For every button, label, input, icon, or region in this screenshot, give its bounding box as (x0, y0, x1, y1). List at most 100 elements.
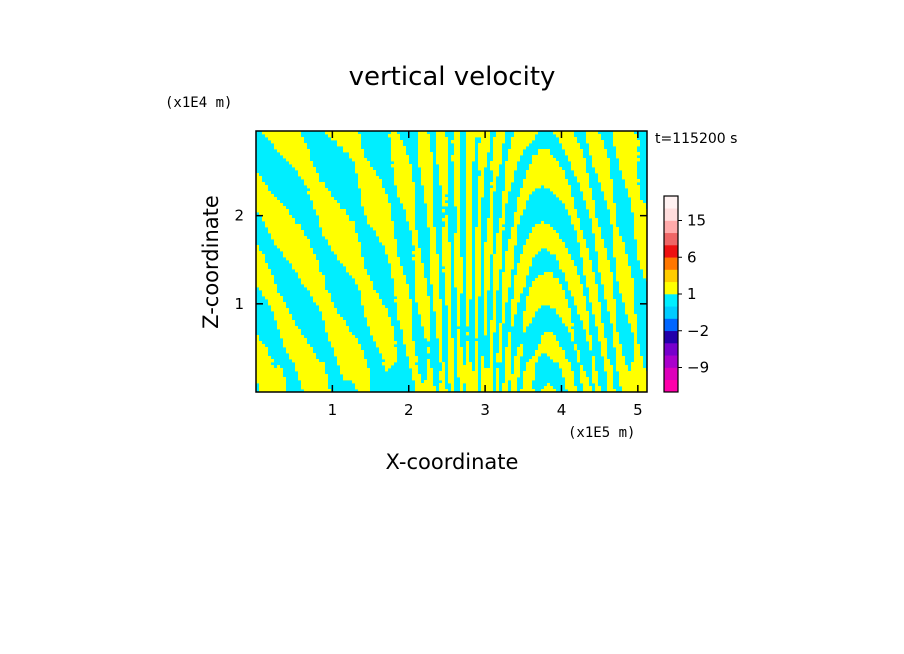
colorbar-segment (664, 330, 678, 344)
field-cell-positive (445, 272, 451, 276)
field-cell-positive (577, 179, 589, 183)
field-cell-positive (499, 347, 502, 351)
field-cell-positive (589, 293, 598, 297)
field-cell-positive (577, 353, 580, 357)
field-cell-positive (634, 218, 647, 222)
field-cell-positive (517, 347, 523, 351)
field-cell-positive (466, 245, 472, 249)
field-cell-positive (640, 260, 647, 264)
field-cell-positive (511, 323, 514, 327)
field-cell-positive (583, 194, 592, 198)
field-cell-positive (625, 179, 640, 183)
field-cell-positive (262, 215, 292, 219)
field-cell-positive (583, 383, 589, 387)
field-cell-positive (430, 239, 436, 243)
field-cell-positive (490, 338, 493, 342)
field-cell-positive (466, 293, 472, 297)
field-cell-positive (568, 329, 574, 333)
field-cell-positive (577, 305, 586, 309)
field-cell-positive (484, 296, 487, 300)
field-cell-positive (574, 299, 586, 303)
field-cell-positive (502, 215, 505, 219)
field-cell-positive (616, 362, 625, 366)
field-cell-positive (352, 158, 367, 162)
field-cell-positive (406, 212, 415, 216)
field-cell-positive (568, 155, 583, 159)
field-cell-positive (436, 317, 442, 321)
field-cell-positive (481, 389, 493, 392)
field-cell-positive (355, 281, 373, 285)
field-cell-positive (415, 383, 433, 387)
field-cell-positive (490, 332, 493, 336)
field-cell-positive (637, 257, 647, 261)
field-cell-positive (514, 131, 538, 135)
field-cell-positive (427, 221, 433, 225)
field-cell-positive (361, 293, 379, 297)
field-cell-positive (343, 377, 370, 381)
field-cell-positive (616, 350, 622, 354)
field-cell-positive (619, 164, 637, 168)
colorbar-segment (664, 294, 678, 307)
field-cell-positive (550, 305, 568, 309)
field-cell-positive (607, 203, 616, 207)
field-cell-positive (445, 284, 451, 288)
field-cell-positive (484, 260, 490, 264)
field-cell-positive (475, 314, 478, 318)
field-cell-positive (523, 179, 568, 183)
field-cell-positive (364, 305, 385, 309)
field-cell-positive (559, 362, 571, 366)
field-cell-positive (466, 176, 472, 180)
field-cell-positive (613, 242, 625, 246)
field-cell-positive (595, 167, 610, 171)
field-cell-positive (256, 263, 268, 267)
field-cell-positive (439, 176, 448, 180)
field-cell-positive (535, 350, 565, 354)
field-cell-positive (565, 380, 574, 384)
field-cell-positive (448, 347, 454, 351)
field-cell-positive (322, 317, 343, 321)
field-cell-positive (514, 215, 520, 219)
field-cell-positive (466, 155, 475, 159)
field-cell-positive (598, 332, 604, 336)
field-cell-positive (442, 191, 448, 195)
field-cell-positive (523, 317, 532, 321)
field-cell-positive (391, 137, 400, 141)
field-cell-positive (442, 236, 448, 240)
field-cell-positive (277, 320, 295, 324)
field-cell-positive (256, 206, 286, 210)
field-cell-positive (256, 344, 265, 348)
field-cell-positive (433, 296, 439, 300)
field-cell-positive (442, 368, 445, 372)
field-cell-positive (607, 200, 613, 204)
field-cell-positive (421, 314, 430, 318)
field-cell-positive (415, 275, 424, 279)
field-cell-positive (256, 371, 283, 375)
field-cell-positive (475, 230, 481, 234)
field-cell-positive (448, 335, 451, 339)
field-cell-positive (271, 236, 307, 240)
field-cell-positive (475, 323, 478, 327)
field-cell-positive (439, 350, 442, 354)
field-cell-positive (319, 221, 355, 225)
field-cell-positive (508, 245, 514, 249)
field-cell-positive (397, 317, 412, 321)
field-cell-positive (592, 359, 595, 363)
field-cell-positive (256, 362, 271, 366)
field-cell-positive (574, 296, 586, 300)
field-cell-positive (361, 290, 376, 294)
field-cell-positive (454, 173, 460, 177)
field-cell-positive (490, 320, 496, 324)
field-cell-positive (556, 134, 574, 138)
field-cell-positive (475, 332, 478, 336)
field-cell-positive (565, 278, 580, 282)
field-cell-positive (478, 179, 484, 183)
field-cell-positive (310, 194, 331, 198)
field-cell-positive (448, 353, 454, 357)
field-cell-positive (643, 275, 647, 279)
field-cell-positive (643, 272, 647, 276)
field-cell-positive (535, 278, 559, 282)
field-cell-positive (517, 269, 529, 273)
field-cell-positive (511, 146, 526, 150)
colorbar-segment (664, 343, 678, 356)
field-cell-positive (412, 233, 418, 237)
